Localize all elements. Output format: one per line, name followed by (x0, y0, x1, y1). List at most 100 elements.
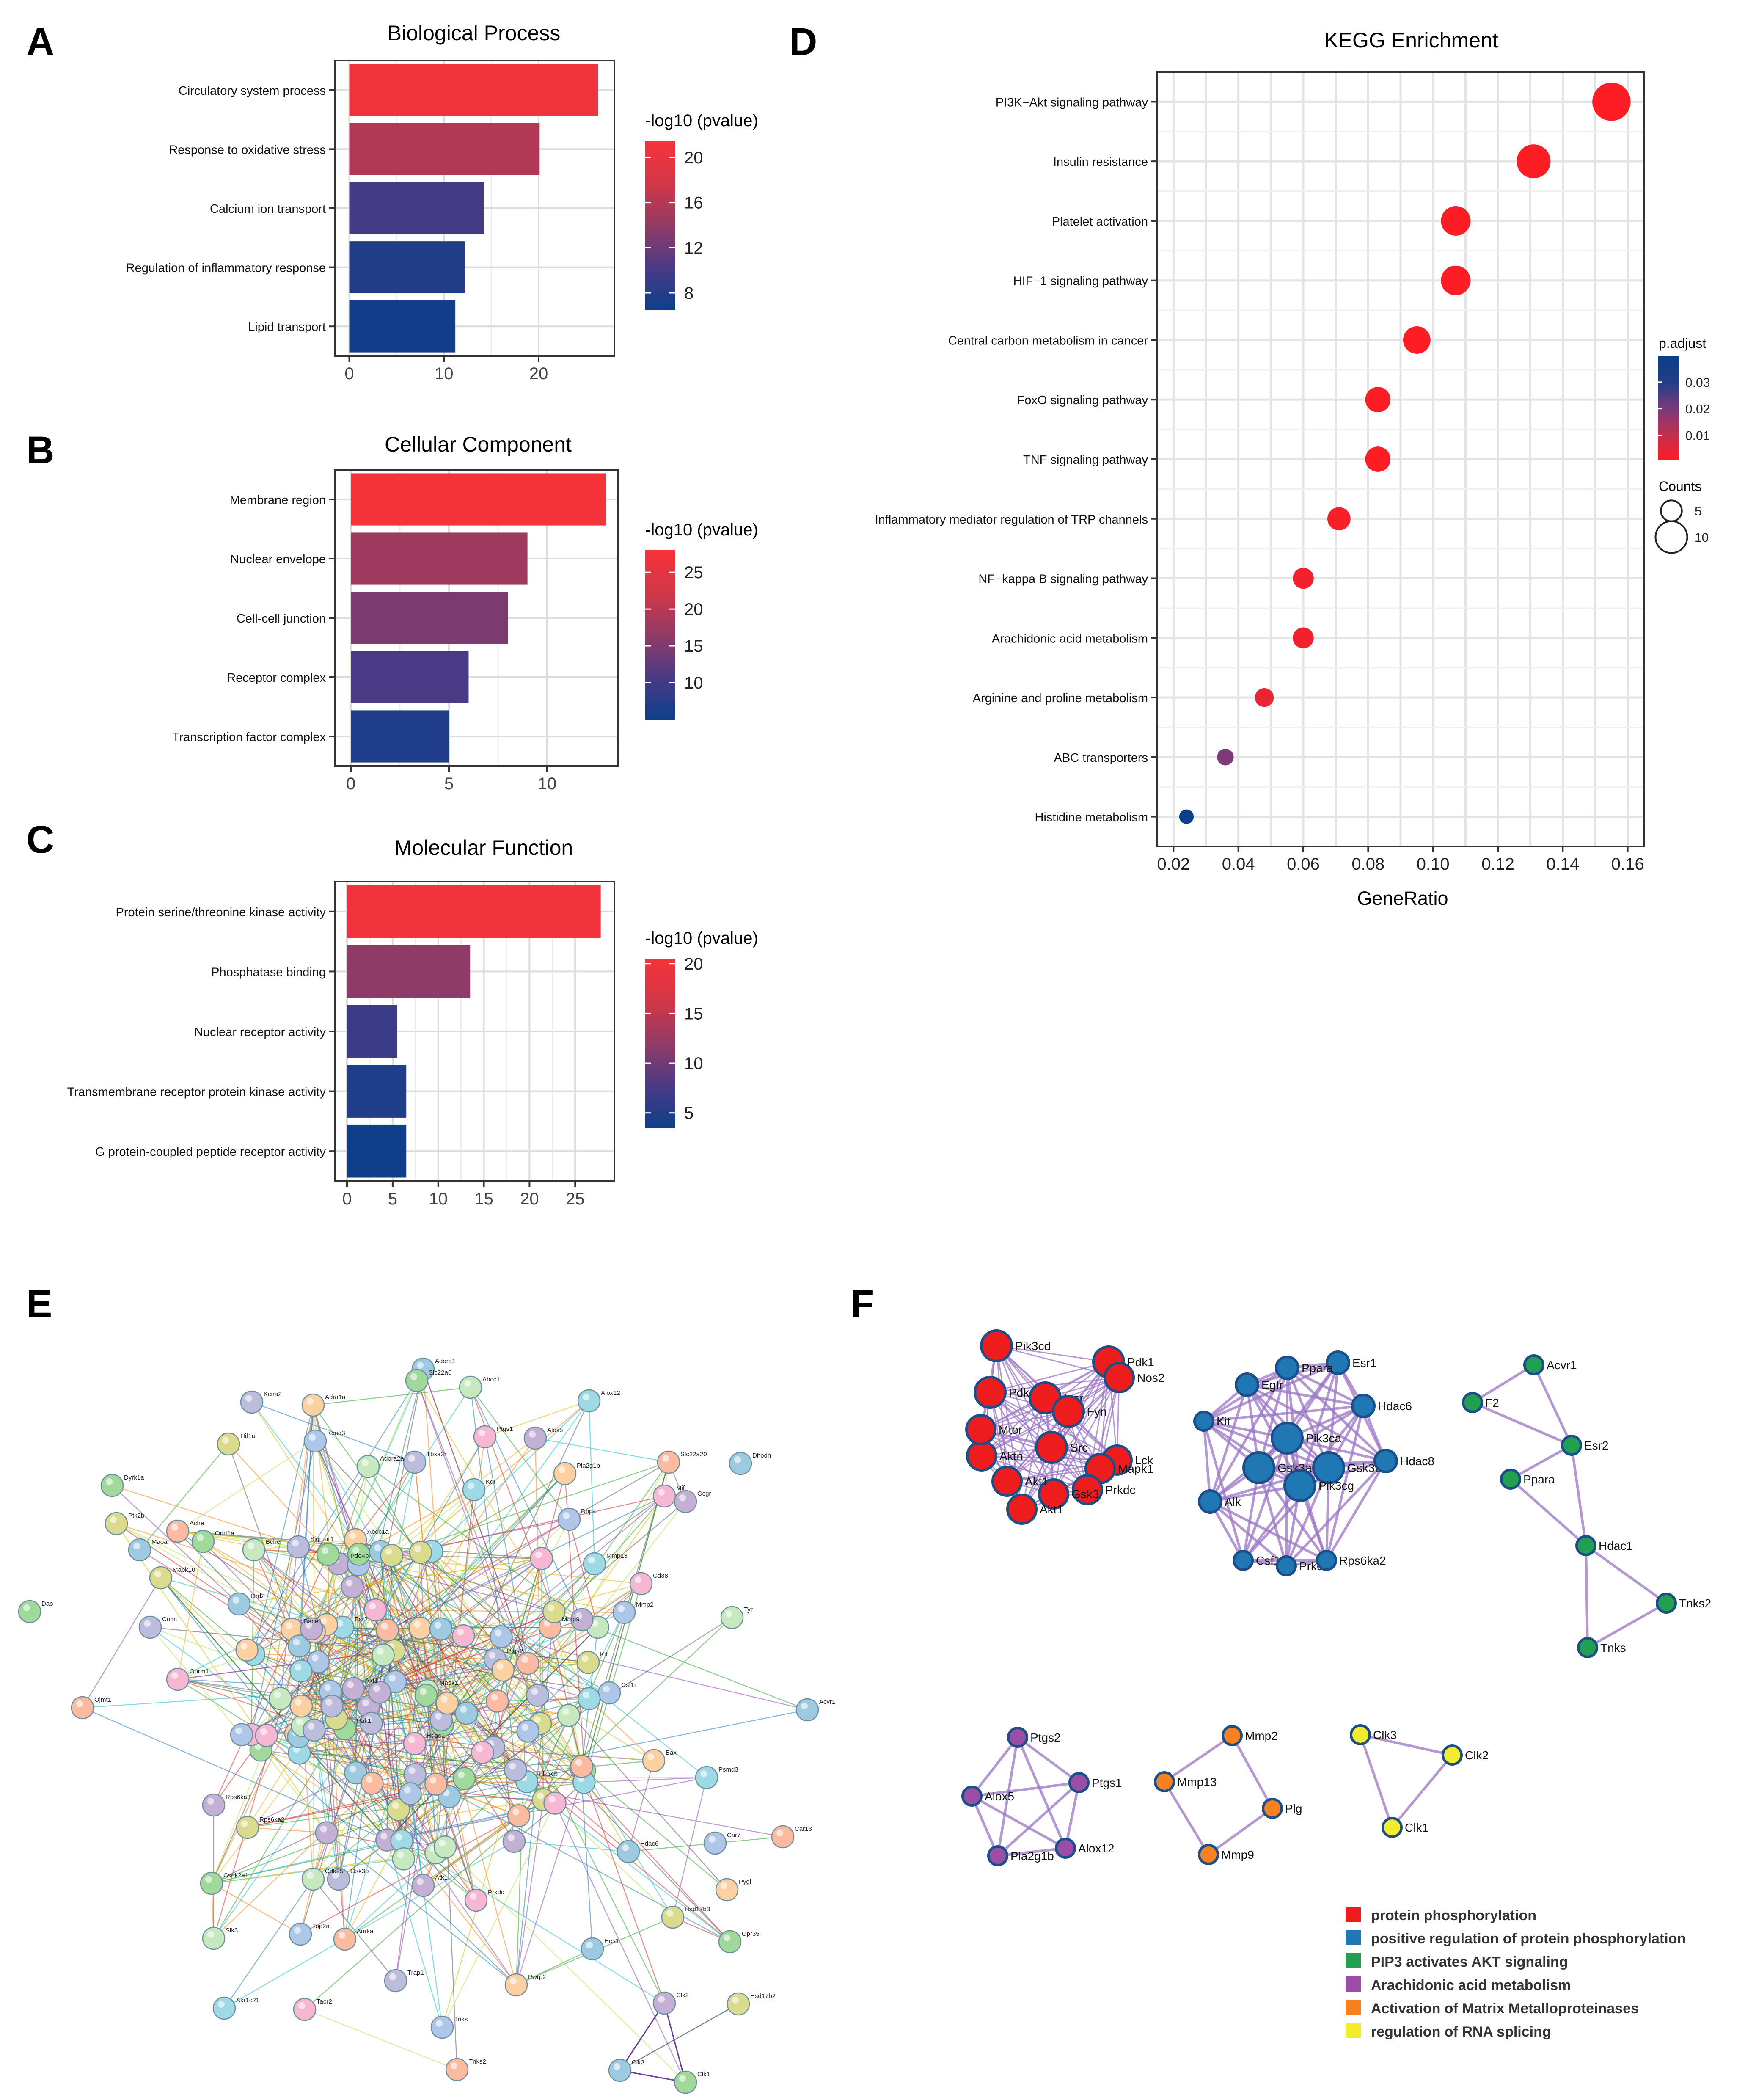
interaction-edge (386, 1840, 443, 2028)
node-highlight (362, 1699, 369, 1706)
node-highlight (336, 1620, 343, 1627)
protein-node (526, 1684, 549, 1707)
protein-label: Pak1 (357, 1717, 371, 1725)
interaction-edge (315, 1441, 494, 1748)
colorbar-segment (645, 1094, 675, 1099)
node-highlight (776, 1830, 783, 1836)
dot-chart-kegg-enrichment: KEGG Enrichment PI3K−Akt signaling pathw… (875, 28, 1710, 909)
colorbar-segment (1658, 371, 1679, 374)
colorbar-segment (645, 1115, 675, 1120)
colorbar-segment (645, 677, 675, 682)
node-highlight (496, 1663, 504, 1670)
protein-node (289, 1922, 312, 1946)
interaction-edge (501, 1637, 585, 1783)
interaction-edge (342, 1627, 465, 1779)
colorbar-segment (645, 208, 675, 213)
bar (347, 885, 601, 938)
protein-node (392, 1847, 415, 1871)
protein-label: Rps6ka3 (226, 1794, 250, 1801)
size-legend-label: 10 (1695, 531, 1709, 545)
protein-label: Hdac1 (427, 1732, 445, 1739)
cluster-node (1275, 1356, 1299, 1380)
panel-letter-c: C (26, 818, 54, 861)
interaction-edge (553, 1612, 583, 1767)
protein-label: Ornt1a (215, 1530, 235, 1537)
cluster-edge (1325, 1406, 1365, 1561)
protein-label: Oprm1 (190, 1668, 209, 1675)
cluster-node (1052, 1395, 1085, 1428)
protein-node (240, 1390, 264, 1414)
colorbar-segment (645, 1039, 675, 1044)
plot-border (334, 881, 615, 1182)
protein-label: Car13 (795, 1825, 812, 1833)
protein-label: Slc22a20 (680, 1451, 707, 1458)
protein-node (235, 1638, 259, 1662)
interaction-edge (160, 1577, 300, 1753)
cluster-node (1500, 1469, 1521, 1490)
protein-node (715, 1878, 739, 1902)
protein-node (403, 1732, 427, 1756)
colorbar-segment (645, 550, 675, 555)
colorbar-segment (1658, 407, 1679, 411)
node-highlight (535, 1551, 542, 1558)
panel-letter-b: B (26, 429, 54, 472)
colorbar-segment (645, 707, 675, 711)
protein-label: Mapk10 (173, 1566, 195, 1574)
node-highlight (548, 1604, 555, 1612)
interaction-edge (228, 1444, 339, 1564)
cluster-edge (1053, 1361, 1109, 1494)
node-highlight (110, 1516, 117, 1523)
protein-node (361, 1772, 384, 1795)
node-highlight (397, 1852, 404, 1859)
colorbar-segment (1658, 423, 1679, 426)
cluster-node (965, 1414, 996, 1445)
interaction-edge (326, 1774, 416, 1833)
protein-label: Psmd3 (718, 1766, 738, 1773)
node-highlight (429, 1777, 437, 1784)
colorbar-segment (645, 1047, 675, 1052)
cluster-edge (1285, 1467, 1330, 1567)
node-highlight (374, 1544, 381, 1552)
protein-label: Abcc1 (482, 1376, 500, 1383)
protein-label: Car7 (727, 1832, 741, 1839)
colorbar-segment (645, 988, 675, 993)
protein-node (577, 1389, 601, 1413)
interaction-edge (550, 1496, 665, 1628)
protein-node (674, 2070, 697, 2094)
cluster-node (1271, 1422, 1304, 1455)
node-highlight (325, 1699, 333, 1706)
protein-label: Akt1 (365, 1677, 378, 1684)
bar (347, 1124, 407, 1178)
data-point (1403, 326, 1431, 354)
gene-label: Acvr1 (1547, 1359, 1577, 1372)
colorbar-segment (1658, 381, 1679, 385)
chart-title: KEGG Enrichment (1324, 28, 1498, 52)
protein-label: Tacr2 (317, 1998, 332, 2005)
colorbar-segment (645, 229, 675, 234)
interaction-edge (313, 1405, 504, 1670)
colorbar-segment (1658, 418, 1679, 421)
colorbar-segment (1658, 379, 1679, 382)
cluster-edge (1585, 1545, 1589, 1648)
interaction-edge (344, 1846, 446, 1940)
protein-label: Adora1 (435, 1358, 455, 1365)
interaction-edge (534, 1438, 544, 1800)
colorbar-segment (645, 614, 675, 618)
node-highlight (603, 1686, 610, 1692)
colorbar-segment (645, 238, 675, 243)
protein-node (166, 1667, 190, 1691)
interaction-edge (211, 1883, 301, 1935)
interaction-edge (422, 1369, 448, 1703)
pathway-label: NF−kappa B signaling pathway (978, 573, 1148, 586)
node-highlight (295, 1664, 302, 1671)
cluster-node (1198, 1844, 1219, 1865)
colorbar-segment (645, 1111, 675, 1116)
protein-node (553, 1462, 577, 1485)
protein-node (166, 1519, 190, 1543)
colorbar-segment (1658, 451, 1679, 455)
gene-label: Mmp9 (1221, 1848, 1254, 1861)
protein-label: Ptgs1 (497, 1425, 513, 1433)
colorbar-segment (645, 263, 675, 268)
protein-label: Gcgr (697, 1490, 711, 1497)
node-highlight (23, 1604, 30, 1611)
